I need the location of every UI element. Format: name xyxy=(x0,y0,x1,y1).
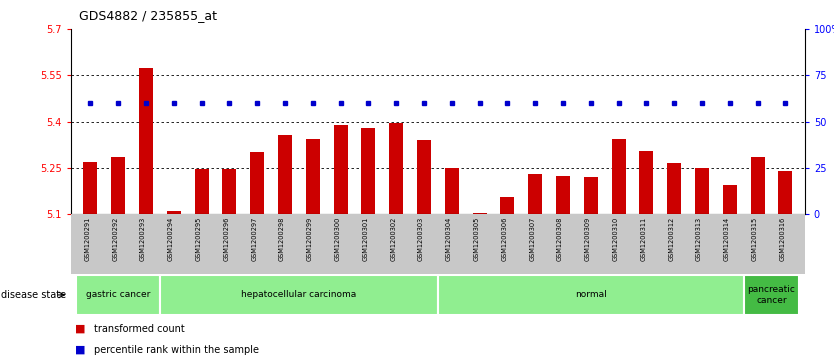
Text: GSM1200294: GSM1200294 xyxy=(168,217,173,261)
Bar xyxy=(167,211,181,214)
Text: GSM1200310: GSM1200310 xyxy=(612,217,619,261)
Text: GDS4882 / 235855_at: GDS4882 / 235855_at xyxy=(79,9,217,22)
Text: GSM1200292: GSM1200292 xyxy=(112,217,118,261)
Text: transformed count: transformed count xyxy=(94,324,185,334)
Bar xyxy=(744,275,799,315)
Bar xyxy=(77,275,160,315)
Text: GSM1200316: GSM1200316 xyxy=(779,217,786,261)
Text: GSM1200296: GSM1200296 xyxy=(224,217,229,261)
Text: GSM1200293: GSM1200293 xyxy=(140,217,146,261)
Text: hepatocellular carcinoma: hepatocellular carcinoma xyxy=(241,290,356,299)
Text: disease state: disease state xyxy=(1,290,66,300)
Bar xyxy=(500,197,515,214)
Bar xyxy=(473,213,486,214)
Bar xyxy=(584,177,598,214)
Bar xyxy=(111,157,125,214)
Text: percentile rank within the sample: percentile rank within the sample xyxy=(94,345,259,355)
Bar xyxy=(389,123,403,214)
Bar xyxy=(778,171,792,214)
Text: GSM1200312: GSM1200312 xyxy=(668,217,674,261)
Bar xyxy=(751,157,765,214)
Bar xyxy=(556,176,570,214)
Text: GSM1200295: GSM1200295 xyxy=(195,217,202,261)
Bar xyxy=(640,151,653,214)
Bar xyxy=(528,174,542,214)
Text: GSM1200301: GSM1200301 xyxy=(362,217,369,261)
Bar xyxy=(160,275,438,315)
Text: ■: ■ xyxy=(75,324,86,334)
Bar xyxy=(139,68,153,214)
Bar xyxy=(695,168,709,214)
Text: GSM1200305: GSM1200305 xyxy=(474,217,480,261)
Bar xyxy=(361,128,375,214)
Text: GSM1200314: GSM1200314 xyxy=(724,217,730,261)
Text: GSM1200297: GSM1200297 xyxy=(251,217,257,261)
Bar xyxy=(223,170,236,214)
Text: GSM1200304: GSM1200304 xyxy=(445,217,452,261)
Text: GSM1200309: GSM1200309 xyxy=(585,217,590,261)
Text: GSM1200302: GSM1200302 xyxy=(390,217,396,261)
Text: GSM1200299: GSM1200299 xyxy=(307,217,313,261)
Bar xyxy=(723,185,736,214)
Text: GSM1200307: GSM1200307 xyxy=(529,217,535,261)
Text: GSM1200291: GSM1200291 xyxy=(84,217,90,261)
Bar xyxy=(334,125,348,214)
Text: pancreatic
cancer: pancreatic cancer xyxy=(747,285,796,305)
Bar xyxy=(438,275,744,315)
Text: gastric cancer: gastric cancer xyxy=(86,290,150,299)
Text: GSM1200303: GSM1200303 xyxy=(418,217,424,261)
Bar xyxy=(667,163,681,214)
Bar xyxy=(445,168,459,214)
Text: GSM1200315: GSM1200315 xyxy=(751,217,757,261)
Text: GSM1200306: GSM1200306 xyxy=(501,217,507,261)
Bar xyxy=(194,170,208,214)
Text: GSM1200311: GSM1200311 xyxy=(641,217,646,261)
Bar xyxy=(278,135,292,214)
Bar xyxy=(83,162,98,214)
Text: GSM1200298: GSM1200298 xyxy=(279,217,285,261)
Bar xyxy=(250,152,264,214)
Text: GSM1200300: GSM1200300 xyxy=(334,217,340,261)
Text: ■: ■ xyxy=(75,345,86,355)
Text: normal: normal xyxy=(575,290,606,299)
Bar xyxy=(306,139,319,214)
Text: GSM1200313: GSM1200313 xyxy=(696,217,702,261)
Text: GSM1200308: GSM1200308 xyxy=(557,217,563,261)
Bar xyxy=(611,139,626,214)
Bar xyxy=(417,140,431,214)
